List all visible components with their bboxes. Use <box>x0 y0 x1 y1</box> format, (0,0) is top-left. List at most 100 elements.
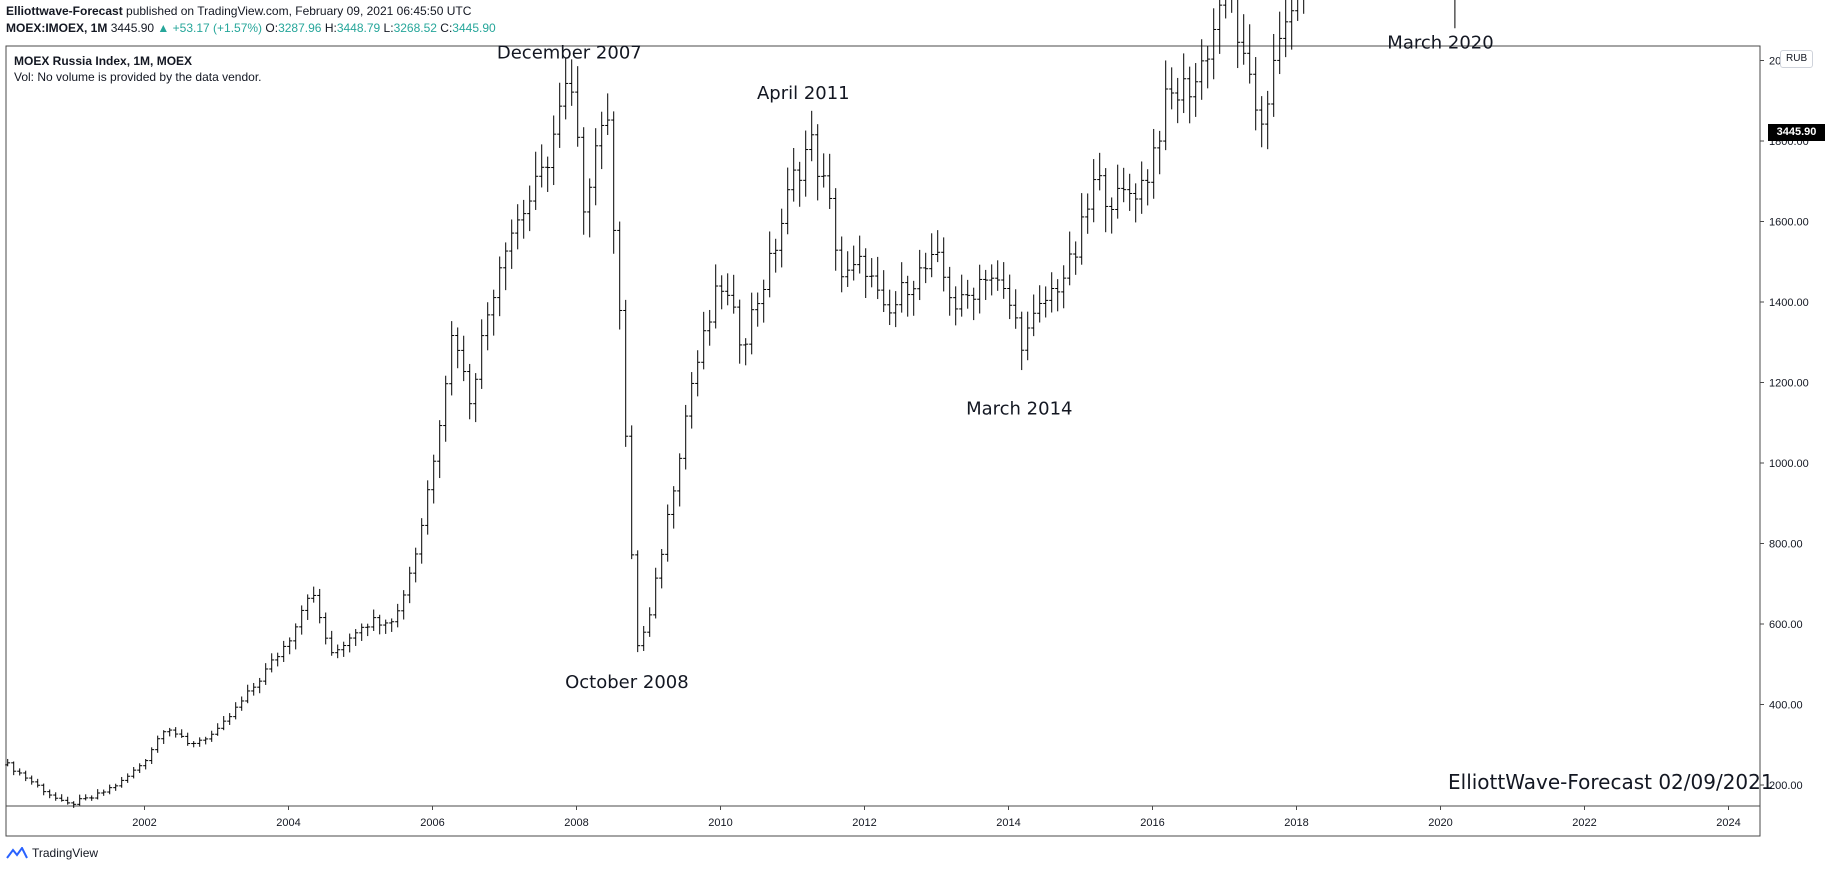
ohlc-bar <box>671 486 677 529</box>
ohlc-bar <box>1217 0 1223 54</box>
ohlc-bar <box>185 732 191 746</box>
ohlc-bar <box>839 236 845 293</box>
ohlc-bar <box>287 637 293 655</box>
ohlc-bar <box>1169 67 1175 110</box>
ohlc-bar <box>1181 53 1187 114</box>
ohlc-bar <box>1007 274 1013 320</box>
low-value: 3268.52 <box>393 21 437 35</box>
ohlc-bar <box>1097 152 1103 191</box>
ohlc-bar <box>611 111 617 254</box>
ohlc-bar <box>701 311 707 370</box>
ohlc-bar <box>593 128 599 206</box>
ohlc-bar <box>959 274 965 317</box>
ohlc-bar <box>791 147 797 202</box>
tradingview-footer[interactable]: TradingView <box>6 846 98 860</box>
ohlc-bar <box>1283 0 1289 58</box>
ohlc-bar <box>551 115 557 186</box>
ohlc-bar <box>77 794 83 806</box>
ohlc-bar <box>1001 262 1007 299</box>
currency-button[interactable]: RUB <box>1780 50 1814 68</box>
watermark: ElliottWave-Forecast 02/09/2021 <box>1448 770 1774 794</box>
ohlc-bar <box>1163 60 1169 151</box>
ohlc-bar <box>977 264 983 314</box>
ohlc-bars <box>5 0 1456 808</box>
ohlc-bar <box>113 783 119 791</box>
ohlc-bar <box>1103 168 1109 233</box>
ohlc-bar <box>665 504 671 562</box>
ohlc-bar <box>1121 167 1127 203</box>
annotation-label: March 2020 <box>1387 32 1493 53</box>
ohlc-bar <box>521 199 527 239</box>
ohlc-bar <box>227 713 233 725</box>
ohlc-bar <box>413 547 419 583</box>
time-tick-label: 2010 <box>708 817 732 829</box>
ohlc-bar <box>1241 14 1247 65</box>
ohlc-bar <box>359 623 365 641</box>
ohlc-bar <box>731 274 737 314</box>
author-name[interactable]: Elliottwave-Forecast <box>6 4 123 18</box>
ohlc-bar <box>89 795 95 801</box>
ohlc-bar <box>1265 90 1271 150</box>
ohlc-bar <box>239 696 245 711</box>
time-axis[interactable]: 2002 2004 2006 2008 2010 2012 2014 2016 2018 2020… <box>132 806 1741 829</box>
ohlc-bar <box>923 252 929 284</box>
ohlc-bar <box>377 614 383 635</box>
price-axis[interactable]: 200.00 400.00 600.00 800.00 1000.00 1200.00 14… <box>1760 0 1809 792</box>
ohlc-bar <box>941 237 947 292</box>
ohlc-bar <box>1037 285 1043 323</box>
ohlc-bar <box>293 623 299 650</box>
ohlc-bar <box>1247 24 1253 84</box>
ohlc-bar <box>833 188 839 271</box>
ohlc-bar <box>857 235 863 274</box>
ohlc-bar <box>1205 46 1211 89</box>
ohlc-bar <box>389 618 395 632</box>
ohlc-bar <box>623 299 629 447</box>
ohlc-bar <box>785 167 791 235</box>
ohlc-bar <box>29 775 35 785</box>
ohlc-bar <box>47 789 53 799</box>
time-tick-label: 2018 <box>1284 817 1308 829</box>
ohlc-bar <box>569 59 575 106</box>
ohlc-bar <box>53 792 59 801</box>
ohlc-bar <box>1013 289 1019 329</box>
ohlc-bar <box>1303 0 1305 14</box>
last-price: 3445.90 <box>110 21 155 35</box>
ohlc-bar <box>875 256 881 300</box>
ohlc-bar <box>929 233 935 278</box>
ohlc-bar <box>455 327 461 369</box>
up-arrow-icon: ▲ <box>157 21 170 35</box>
ohlc-bar <box>983 269 989 300</box>
ohlc-bar <box>437 420 443 479</box>
ohlc-bar <box>299 605 305 635</box>
ohlc-bar <box>1289 0 1295 50</box>
time-tick-label: 2016 <box>1140 817 1164 829</box>
ohlc-bar <box>581 127 587 235</box>
open-value: 3287.96 <box>278 21 322 35</box>
ohlc-bar <box>125 773 131 783</box>
ohlc-bar <box>917 249 923 301</box>
ohlc-bar <box>275 652 281 667</box>
ohlc-bar <box>845 251 851 287</box>
high-value: 3448.79 <box>336 21 381 35</box>
ohlc-bar <box>1127 173 1133 211</box>
ohlc-bar <box>1145 169 1151 206</box>
ohlc-bar <box>563 58 569 120</box>
ohlc-bar <box>749 292 755 355</box>
ohlc-bar <box>1223 0 1227 19</box>
legend-title[interactable]: MOEX Russia Index, 1M, MOEX <box>14 54 193 68</box>
ohlc-bar <box>1025 311 1031 361</box>
footer-brand: TradingView <box>32 846 99 860</box>
ohlc-bar <box>263 663 269 685</box>
ohlc-bar <box>305 594 311 620</box>
ohlc-bar <box>689 372 695 429</box>
ohlc-bar <box>251 682 257 696</box>
publish-line: Elliottwave-Forecast published on Tradin… <box>6 4 471 18</box>
ohlc-bar <box>83 794 89 801</box>
ohlc-bar <box>881 270 887 313</box>
annotation-label: December 2007 <box>497 43 642 64</box>
price-tick-label: 800.00 <box>1769 539 1803 551</box>
time-tick-label: 2006 <box>420 817 444 829</box>
ohlc-bar <box>1157 130 1163 175</box>
ohlc-bar <box>779 208 785 268</box>
